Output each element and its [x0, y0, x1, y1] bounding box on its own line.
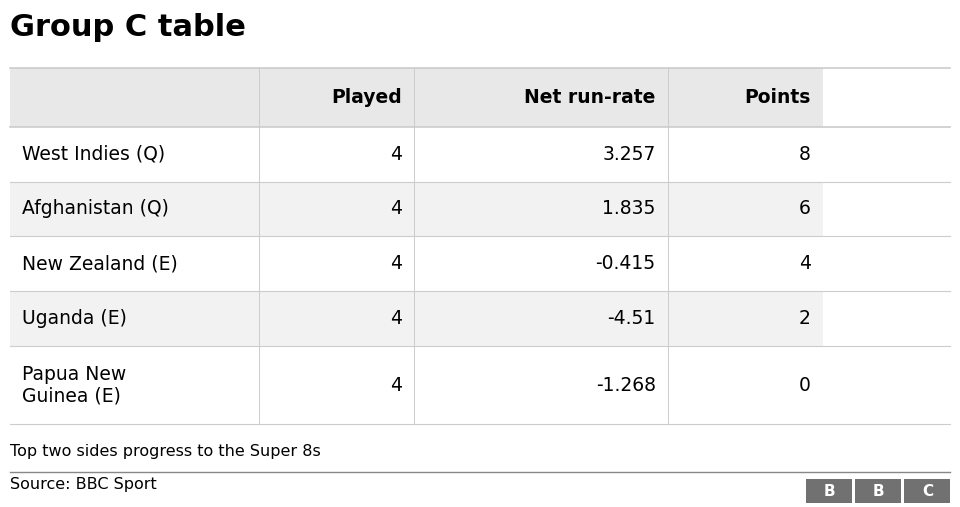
Text: -0.415: -0.415	[595, 254, 656, 273]
Bar	[259, 346, 414, 424]
Text: 2: 2	[799, 309, 811, 328]
Bar	[414, 68, 668, 127]
Text: 4: 4	[390, 309, 401, 328]
Text: 3.257: 3.257	[602, 144, 656, 164]
Text: 1.835: 1.835	[602, 199, 656, 219]
Bar	[855, 479, 901, 503]
Text: -1.268: -1.268	[595, 376, 656, 394]
Text: B: B	[873, 484, 884, 499]
Bar	[259, 236, 414, 291]
Text: 4: 4	[390, 144, 401, 164]
Text: Net run-rate: Net run-rate	[524, 88, 656, 107]
Text: Group C table: Group C table	[10, 13, 246, 42]
Bar	[10, 236, 259, 291]
Text: 0: 0	[799, 376, 811, 394]
Text: West Indies (Q): West Indies (Q)	[22, 144, 165, 164]
Bar	[668, 291, 824, 346]
Text: 6: 6	[799, 199, 811, 219]
Text: Afghanistan (Q): Afghanistan (Q)	[22, 199, 169, 219]
Text: 4: 4	[390, 254, 401, 273]
Bar	[806, 479, 852, 503]
Bar	[10, 127, 259, 182]
Bar	[414, 127, 668, 182]
Bar	[668, 182, 824, 236]
Bar	[904, 479, 950, 503]
Text: Played: Played	[331, 88, 401, 107]
Bar	[259, 182, 414, 236]
Bar	[668, 346, 824, 424]
Text: New Zealand (E): New Zealand (E)	[22, 254, 178, 273]
Text: Top two sides progress to the Super 8s: Top two sides progress to the Super 8s	[10, 444, 321, 459]
Bar	[10, 68, 259, 127]
Bar	[259, 127, 414, 182]
Bar	[668, 127, 824, 182]
Bar	[10, 346, 259, 424]
Text: 4: 4	[390, 376, 401, 394]
Text: Points: Points	[745, 88, 811, 107]
Bar	[414, 236, 668, 291]
Bar	[668, 236, 824, 291]
Bar	[259, 68, 414, 127]
Bar	[414, 291, 668, 346]
Text: 8: 8	[799, 144, 811, 164]
Text: B: B	[824, 484, 835, 499]
Bar	[414, 182, 668, 236]
Bar	[259, 291, 414, 346]
Bar	[668, 68, 824, 127]
Text: -4.51: -4.51	[608, 309, 656, 328]
Text: Papua New
Guinea (E): Papua New Guinea (E)	[22, 365, 127, 406]
Text: C: C	[922, 484, 933, 499]
Text: Source: BBC Sport: Source: BBC Sport	[10, 477, 156, 492]
Text: 4: 4	[799, 254, 811, 273]
Bar	[414, 346, 668, 424]
Text: Uganda (E): Uganda (E)	[22, 309, 127, 328]
Text: 4: 4	[390, 199, 401, 219]
Bar	[10, 182, 259, 236]
Bar	[10, 291, 259, 346]
